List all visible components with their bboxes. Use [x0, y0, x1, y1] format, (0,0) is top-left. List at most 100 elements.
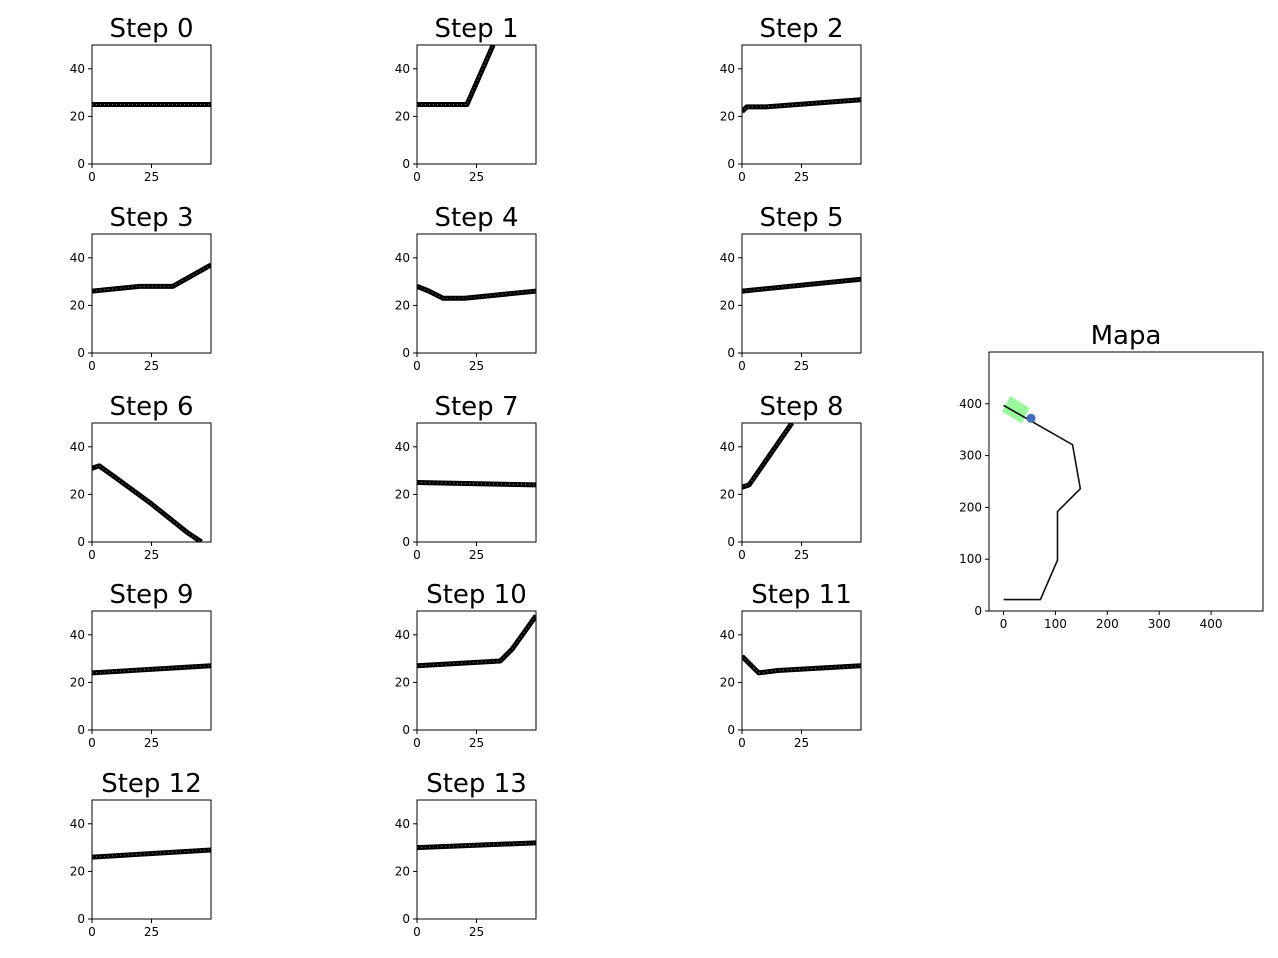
x-tick-label: 0 [738, 170, 746, 184]
panel-11: 0 25 0 20 40 Step 11 [720, 580, 862, 750]
y-tick-label: 20 [395, 109, 410, 123]
x-tick-label: 0 [88, 736, 96, 750]
x-tick-label: 0 [1000, 617, 1008, 631]
line-segment-mask [417, 840, 536, 851]
x-tick-label: 0 [738, 736, 746, 750]
x-tick-label: 25 [144, 170, 159, 184]
y-tick-label: 20 [720, 109, 735, 123]
axes-frame [91, 422, 212, 543]
y-tick-label: 20 [720, 675, 735, 689]
x-tick-label: 0 [413, 736, 421, 750]
panel-title: Step 7 [434, 392, 518, 422]
mask-noise [92, 465, 202, 542]
x-tick-label: 25 [144, 548, 159, 562]
x-tick-label: 25 [469, 359, 484, 373]
panel-title: Step 13 [426, 769, 527, 799]
panel-title: Step 0 [109, 14, 193, 44]
y-tick-label: 40 [70, 440, 85, 454]
y-tick-label: 20 [70, 864, 85, 878]
x-tick-label: 25 [144, 925, 159, 939]
y-tick-label: 0 [77, 346, 85, 360]
axes-frame [91, 233, 212, 354]
y-tick-label: 40 [395, 62, 410, 76]
y-tick-label: 0 [727, 535, 735, 549]
y-tick-label: 20 [395, 864, 410, 878]
y-tick-label: 0 [402, 535, 410, 549]
panel-14: 0 100 200 300 400 0 100 200 300 400 Mapa [959, 321, 1264, 631]
line-segment-mask [417, 45, 496, 107]
y-tick-label: 40 [70, 817, 85, 831]
x-tick-label: 0 [413, 170, 421, 184]
y-tick-label: 0 [77, 723, 85, 737]
panel-title: Mapa [1091, 321, 1162, 351]
y-tick-label: 20 [70, 298, 85, 312]
x-tick-label: 300 [1148, 617, 1171, 631]
y-tick-label: 40 [70, 628, 85, 642]
mask-noise [742, 99, 861, 112]
line-segment-mask [417, 614, 536, 669]
x-tick-label: 25 [144, 359, 159, 373]
axes-frame [91, 799, 212, 920]
line-segment-mask [92, 262, 211, 294]
y-tick-label: 0 [402, 912, 410, 926]
y-tick-label: 0 [402, 723, 410, 737]
y-tick-label: 20 [720, 487, 735, 501]
line-segment-mask [417, 284, 536, 301]
panel-13: 0 25 0 20 40 Step 13 [395, 769, 537, 939]
y-tick-label: 20 [395, 675, 410, 689]
panel-title: Step 11 [751, 580, 852, 610]
panel-title: Step 9 [109, 580, 193, 610]
y-tick-label: 20 [395, 487, 410, 501]
axes-frame [416, 610, 537, 731]
x-tick-label: 25 [794, 736, 809, 750]
y-tick-label: 20 [395, 298, 410, 312]
x-tick-label: 25 [794, 359, 809, 373]
y-tick-label: 40 [395, 817, 410, 831]
path-line [1003, 404, 1082, 601]
panel-title: Step 2 [759, 14, 843, 44]
x-tick-label: 0 [88, 359, 96, 373]
x-tick-label: 25 [469, 170, 484, 184]
axes-frame [741, 422, 862, 543]
panel-title: Step 8 [759, 392, 843, 422]
panel-2: 0 25 0 20 40 Step 2 [720, 14, 862, 184]
robot-footprint [1001, 396, 1030, 424]
panel-5: 0 25 0 20 40 Step 5 [720, 203, 862, 373]
x-tick-label: 0 [413, 925, 421, 939]
line-segment-mask [417, 480, 536, 488]
panel-title: Step 3 [109, 203, 193, 233]
axes-frame [416, 799, 537, 920]
panel-10: 0 25 0 20 40 Step 10 [395, 580, 537, 750]
y-tick-label: 40 [395, 251, 410, 265]
panel-title: Step 6 [109, 392, 193, 422]
y-tick-label: 40 [70, 251, 85, 265]
panel-title: Step 10 [426, 580, 527, 610]
panel-9: 0 25 0 20 40 Step 9 [70, 580, 212, 750]
y-tick-label: 40 [395, 440, 410, 454]
x-tick-label: 200 [1096, 617, 1119, 631]
y-tick-label: 0 [727, 723, 735, 737]
x-tick-label: 100 [1044, 617, 1067, 631]
mask-noise [417, 45, 494, 105]
line-segment-mask [742, 423, 795, 490]
mask-noise [417, 285, 536, 299]
x-tick-label: 25 [469, 548, 484, 562]
y-tick-label: 40 [720, 251, 735, 265]
x-tick-label: 0 [88, 170, 96, 184]
y-tick-label: 40 [720, 62, 735, 76]
panel-8: 0 25 0 20 40 Step 8 [720, 392, 862, 562]
x-tick-label: 25 [469, 925, 484, 939]
panel-6: 0 25 0 20 40 Step 6 [70, 392, 212, 562]
y-tick-label: 400 [959, 397, 982, 411]
panel-title: Step 4 [434, 203, 518, 233]
y-tick-label: 200 [959, 500, 982, 514]
y-tick-label: 20 [70, 109, 85, 123]
x-tick-label: 0 [738, 548, 746, 562]
y-tick-label: 0 [402, 346, 410, 360]
line-segment-mask [92, 463, 203, 542]
y-tick-label: 20 [720, 298, 735, 312]
x-tick-label: 25 [794, 548, 809, 562]
panel-title: Step 1 [434, 14, 518, 44]
panel-3: 0 25 0 20 40 Step 3 [70, 203, 212, 373]
